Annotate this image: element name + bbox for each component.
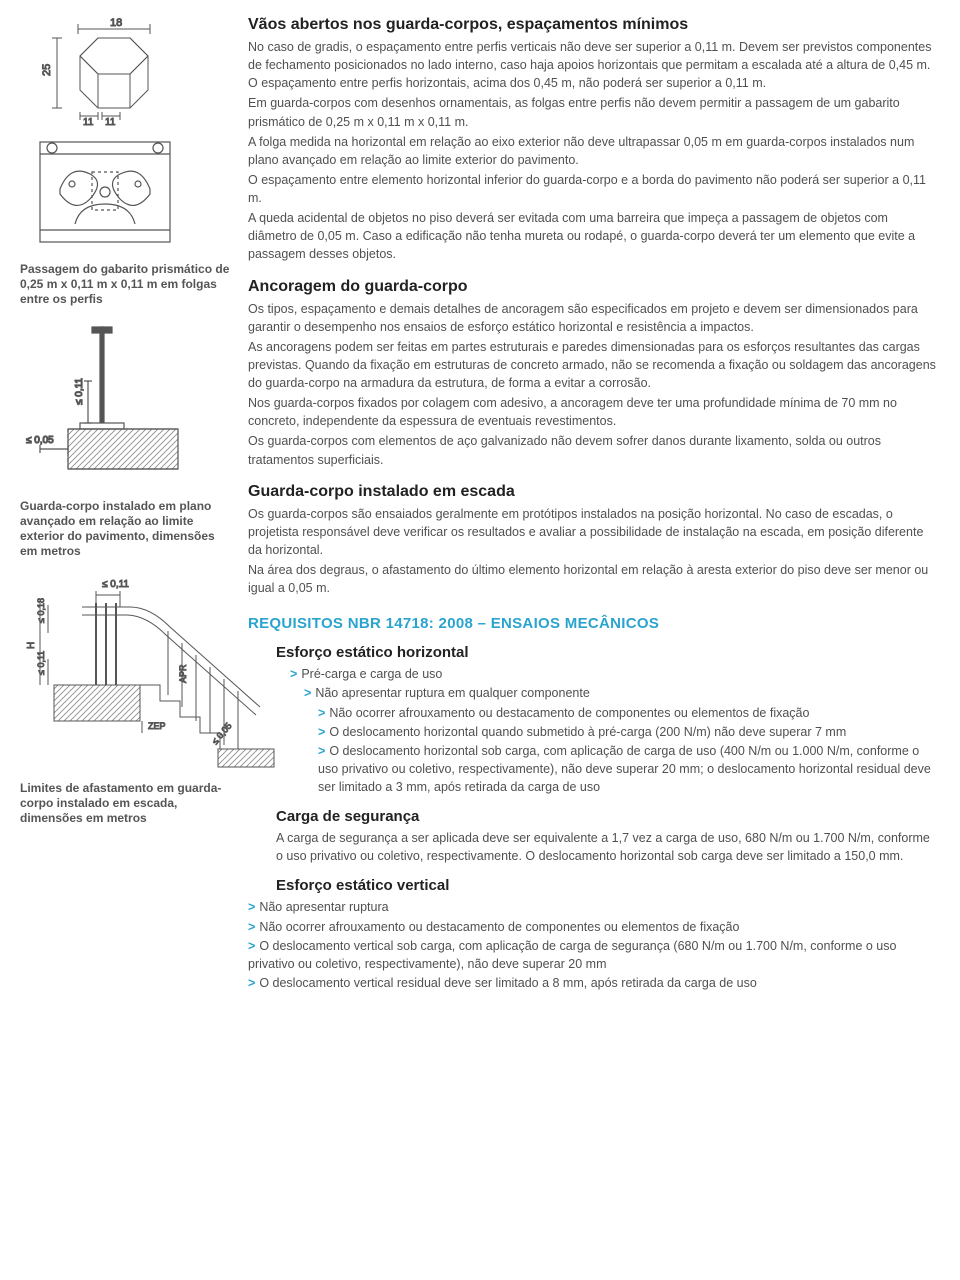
para: Os tipos, espaçamento e demais detalhes … xyxy=(248,300,940,336)
ornamental-railing-diagram xyxy=(20,134,190,254)
chevron-icon: > xyxy=(248,920,255,934)
svg-text:≤ 0,05: ≤ 0,05 xyxy=(210,721,234,747)
para: Os guarda-corpos com elementos de aço ga… xyxy=(248,432,940,468)
para: No caso de gradis, o espaçamento entre p… xyxy=(248,38,940,92)
svg-text:APR: APR xyxy=(178,664,188,683)
para: As ancoragens podem ser feitas em partes… xyxy=(248,338,940,392)
svg-text:≤ 0,18: ≤ 0,18 xyxy=(36,598,46,623)
svg-text:≤ 0,11: ≤ 0,11 xyxy=(36,651,46,675)
chevron-icon: > xyxy=(304,686,311,700)
chevron-icon: > xyxy=(318,744,325,758)
stair-guard-diagram: ≤ 0,11 xyxy=(20,573,280,773)
chevron-icon: > xyxy=(248,900,255,914)
heading-escada: Guarda-corpo instalado em escada xyxy=(248,483,940,501)
svg-text:11: 11 xyxy=(83,117,94,126)
bullet: >Não apresentar ruptura xyxy=(248,898,940,916)
svg-text:11: 11 xyxy=(105,117,116,126)
bullet: >Não ocorrer afrouxamento ou destacament… xyxy=(248,918,940,936)
chevron-icon: > xyxy=(318,706,325,720)
svg-text:18: 18 xyxy=(110,17,122,29)
right-column: Vãos abertos nos guarda-corpos, espaçame… xyxy=(248,16,940,993)
para: Na área dos degraus, o afastamento do úl… xyxy=(248,561,940,597)
para: O espaçamento entre elemento horizontal … xyxy=(248,171,940,207)
svg-text:≤ 0,11: ≤ 0,11 xyxy=(102,579,129,590)
svg-text:ZEP: ZEP xyxy=(148,721,166,731)
bullet: >O deslocamento horizontal sob carga, co… xyxy=(318,742,940,796)
left-column: 18 25 11 11 xyxy=(20,16,230,993)
gauge-diagram: 18 25 11 11 xyxy=(20,16,190,126)
para: Os guarda-corpos são ensaiados geralment… xyxy=(248,505,940,559)
bullet: >Não ocorrer afrouxamento ou destacament… xyxy=(318,704,940,722)
caption-3: Limites de afastamento em guarda-corpo i… xyxy=(20,781,230,826)
bullet: >O deslocamento vertical residual deve s… xyxy=(248,974,940,992)
heading-requisitos: REQUISITOS NBR 14718: 2008 – ENSAIOS MEC… xyxy=(248,615,940,632)
guard-plane-diagram: ≤ 0,11 ≤ 0,05 xyxy=(20,321,190,491)
heading-ancoragem: Ancoragem do guarda-corpo xyxy=(248,278,940,296)
para: A queda acidental de objetos no piso dev… xyxy=(248,209,940,263)
heading-esforco-h: Esforço estático horizontal xyxy=(276,644,940,661)
chevron-icon: > xyxy=(248,976,255,990)
svg-text:≤ 0,11: ≤ 0,11 xyxy=(74,378,85,405)
svg-text:H: H xyxy=(26,642,37,649)
para: Em guarda-corpos com desenhos ornamentai… xyxy=(248,94,940,130)
chevron-icon: > xyxy=(318,725,325,739)
bullet: >Pré-carga e carga de uso xyxy=(290,665,940,683)
caption-2: Guarda-corpo instalado em plano avançado… xyxy=(20,499,230,559)
chevron-icon: > xyxy=(290,667,297,681)
para: A carga de segurança a ser aplicada deve… xyxy=(276,829,940,865)
heading-vaos: Vãos abertos nos guarda-corpos, espaçame… xyxy=(248,16,940,34)
chevron-icon: > xyxy=(248,939,255,953)
svg-text:≤ 0,05: ≤ 0,05 xyxy=(26,435,54,446)
svg-text:25: 25 xyxy=(41,64,53,76)
heading-esforco-v: Esforço estático vertical xyxy=(276,877,940,894)
caption-1: Passagem do gabarito prismático de 0,25 … xyxy=(20,262,230,307)
heading-carga: Carga de segurança xyxy=(276,808,940,825)
bullet: >Não apresentar ruptura em qualquer comp… xyxy=(304,684,940,702)
para: A folga medida na horizontal em relação … xyxy=(248,133,940,169)
bullet: >O deslocamento vertical sob carga, com … xyxy=(248,937,940,973)
para: Nos guarda-corpos fixados por colagem co… xyxy=(248,394,940,430)
bullet: >O deslocamento horizontal quando submet… xyxy=(318,723,940,741)
